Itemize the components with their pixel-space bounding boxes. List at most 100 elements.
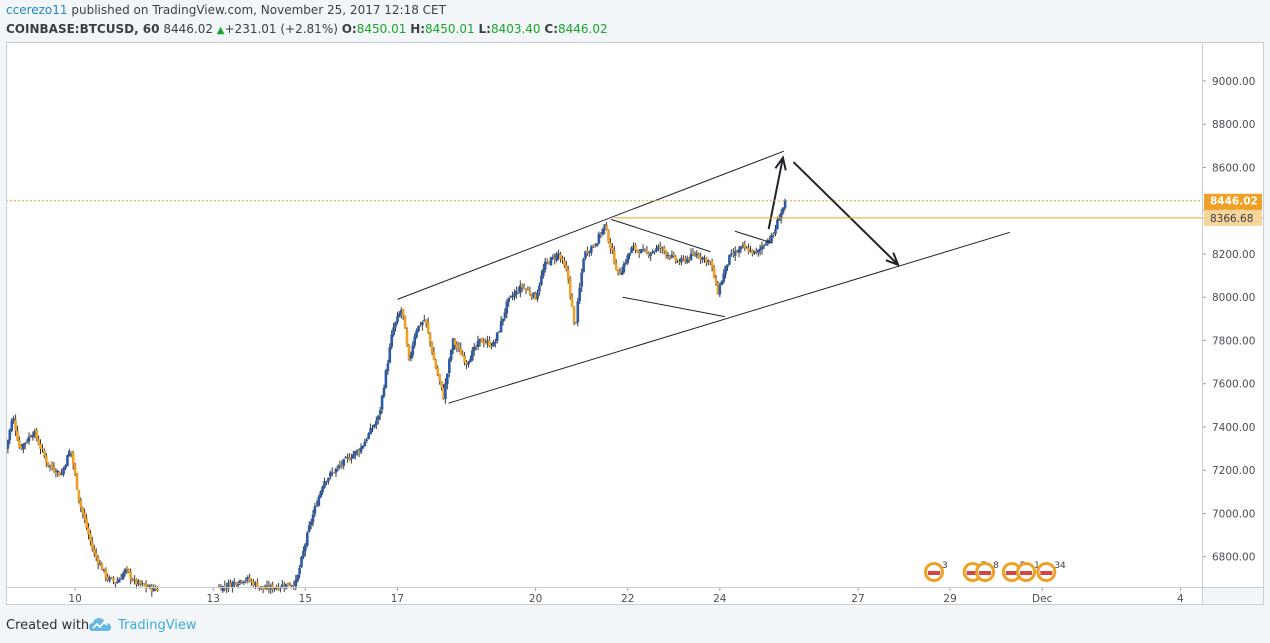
candle-186 <box>361 445 365 449</box>
candle-169 <box>329 472 332 477</box>
candle-202 <box>392 327 395 336</box>
candle-296 <box>572 306 576 322</box>
price-chart[interactable]: 3785134 6800.007000.007200.007400.007600… <box>6 42 1264 605</box>
candle-197 <box>382 388 386 397</box>
chart-border <box>6 42 1264 605</box>
candle-398 <box>768 240 771 242</box>
candle-73 <box>144 584 148 588</box>
candle-304 <box>588 252 591 253</box>
candle-386 <box>745 247 748 249</box>
candle-167 <box>325 481 328 483</box>
candle-267 <box>517 291 520 293</box>
candle-116 <box>227 582 230 587</box>
candle-379 <box>732 253 735 255</box>
tradingview-brand-link[interactable]: TradingView <box>118 618 197 633</box>
candle-307 <box>593 245 597 247</box>
candle-114 <box>223 585 227 587</box>
candle-388 <box>749 250 752 252</box>
price-tick-label-5: 7800.00 <box>1212 335 1255 347</box>
candle-37 <box>75 473 79 490</box>
candle-50 <box>100 563 104 571</box>
candle-334 <box>645 250 649 253</box>
candle-394 <box>760 246 764 250</box>
candle-347 <box>670 254 674 258</box>
tradingview-cloud-icon[interactable] <box>88 615 112 633</box>
candle-373 <box>720 281 723 286</box>
candle-5 <box>14 419 17 431</box>
candle-181 <box>352 454 355 459</box>
candle-359 <box>693 254 697 256</box>
candle-352 <box>680 258 683 263</box>
candle-196 <box>380 395 384 410</box>
candle-29 <box>60 473 63 475</box>
candle-351 <box>678 261 681 264</box>
symbol-label[interactable]: COINBASE:BTCUSD, 60 <box>6 22 160 36</box>
candle-316 <box>611 248 614 251</box>
event-0-stripe-icon <box>927 571 940 575</box>
candle-158 <box>307 525 311 532</box>
candle-218 <box>423 319 426 322</box>
candle-211 <box>409 354 413 359</box>
candle-222 <box>430 342 434 353</box>
candle-390 <box>753 250 756 254</box>
candle-69 <box>137 580 140 585</box>
chart-area[interactable]: 3785134 6800.007000.007200.007400.007600… <box>6 42 1264 605</box>
candle-336 <box>649 253 652 256</box>
candle-3 <box>10 420 14 431</box>
candle-18 <box>39 444 42 449</box>
candle-33 <box>68 451 71 457</box>
candle-369 <box>712 267 716 279</box>
candle-317 <box>613 250 616 264</box>
candle-21 <box>45 456 48 463</box>
level-badge-value: 8366.68 <box>1210 213 1253 225</box>
candle-184 <box>357 450 361 453</box>
candle-381 <box>735 252 739 253</box>
candle-356 <box>687 257 691 260</box>
candle-59 <box>117 579 121 583</box>
candle-78 <box>154 587 157 590</box>
author-link[interactable]: ccerezo11 <box>6 3 68 17</box>
candle-129 <box>252 581 255 586</box>
candle-389 <box>751 249 754 254</box>
candle-25 <box>52 467 56 472</box>
candle-391 <box>755 251 758 253</box>
candle-165 <box>321 486 324 493</box>
close-label: C: <box>544 22 558 36</box>
up-triangle-icon: ▲ <box>216 25 225 36</box>
candle-24 <box>50 464 54 468</box>
candle-163 <box>317 496 321 506</box>
candle-308 <box>595 243 599 247</box>
candle-361 <box>697 254 700 258</box>
candle-350 <box>676 261 679 263</box>
candle-43 <box>87 527 90 535</box>
candle-216 <box>419 324 422 326</box>
time-tick-label-10: 4 <box>1177 593 1184 605</box>
candle-42 <box>85 518 88 528</box>
candle-200 <box>388 347 392 363</box>
candle-312 <box>603 224 606 230</box>
flag-line <box>734 230 773 244</box>
candle-225 <box>436 368 439 376</box>
candle-293 <box>566 269 570 279</box>
candle-187 <box>363 441 367 447</box>
candle-154 <box>300 556 303 568</box>
candle-233 <box>451 338 455 350</box>
candle-230 <box>446 373 449 385</box>
candle-26 <box>54 472 58 474</box>
candle-112 <box>219 586 223 591</box>
candle-294 <box>568 278 572 297</box>
close-value: 8446.02 <box>558 22 608 36</box>
candle-404 <box>779 212 783 219</box>
candle-223 <box>432 352 436 361</box>
candle-54 <box>108 577 111 581</box>
candle-280 <box>542 269 545 277</box>
candle-355 <box>685 258 689 263</box>
candle-159 <box>309 521 313 525</box>
candle-321 <box>620 271 624 276</box>
candle-260 <box>503 312 507 318</box>
breakout-arrow <box>767 157 784 230</box>
low-value: 8403.40 <box>490 22 541 36</box>
candle-264 <box>511 296 514 298</box>
candle-130 <box>254 582 257 586</box>
candle-121 <box>236 584 240 586</box>
